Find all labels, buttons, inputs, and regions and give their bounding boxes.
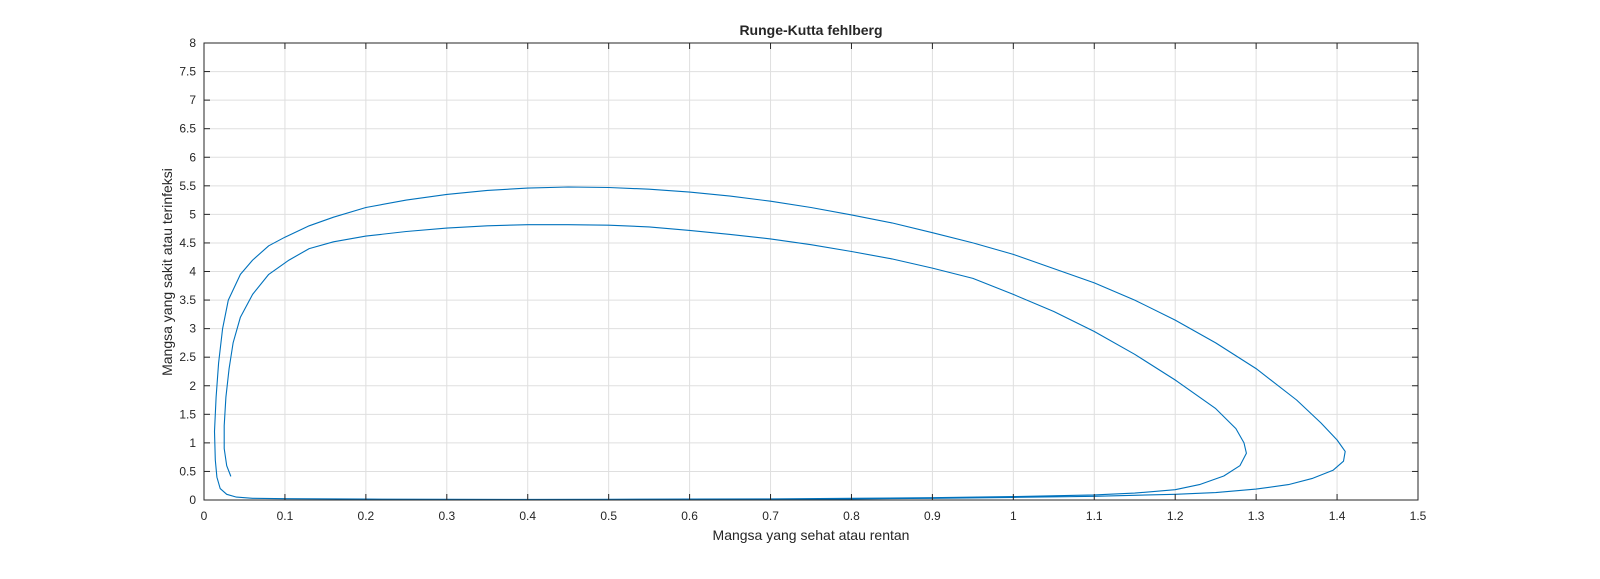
y-tick-label: 7 xyxy=(189,93,196,107)
x-tick-label: 1.5 xyxy=(1410,509,1427,523)
x-tick-label: 0.9 xyxy=(924,509,941,523)
x-tick-label: 0.1 xyxy=(277,509,294,523)
x-tick-label: 0.4 xyxy=(519,509,536,523)
x-tick-label: 0.3 xyxy=(438,509,455,523)
y-tick-label: 1.5 xyxy=(179,407,196,421)
x-tick-label: 1.2 xyxy=(1167,509,1184,523)
y-tick-label: 4.5 xyxy=(179,236,196,250)
x-tick-label: 1.4 xyxy=(1329,509,1346,523)
y-tick-label: 5 xyxy=(189,207,196,221)
chart-title: Runge-Kutta fehlberg xyxy=(739,22,882,38)
y-tick-label: 2.5 xyxy=(179,350,196,364)
x-tick-label: 1 xyxy=(1010,509,1017,523)
y-tick-label: 3 xyxy=(189,322,196,336)
x-tick-label: 0.7 xyxy=(762,509,779,523)
x-tick-label: 0.2 xyxy=(358,509,375,523)
y-tick-label: 3.5 xyxy=(179,293,196,307)
x-tick-label: 0.5 xyxy=(600,509,617,523)
axes-box xyxy=(203,42,1419,501)
x-tick-label: 0.6 xyxy=(681,509,698,523)
y-tick-label: 6.5 xyxy=(179,122,196,136)
y-tick-label: 7.5 xyxy=(179,65,196,79)
y-tick-label: 6 xyxy=(189,150,196,164)
axes-frame xyxy=(203,42,1419,501)
y-tick-label: 0 xyxy=(189,493,196,507)
x-tick-label: 0 xyxy=(201,509,208,523)
grid-lines xyxy=(204,43,1418,500)
y-tick-label: 8 xyxy=(189,36,196,50)
x-tick-label: 0.8 xyxy=(843,509,860,523)
y-axis-label: Mangsa yang sakit atau terinfeksi xyxy=(159,168,175,376)
y-tick-label: 4 xyxy=(189,265,196,279)
x-tick-labels: 0 0.1 0.2 0.3 0.4 0.5 0.6 0.7 0.8 0.9 1 1.1 1.2 1.3 1.… xyxy=(201,509,1427,523)
x-axis-label: Mangsa yang sehat atau rentan xyxy=(713,527,910,543)
series-layer xyxy=(213,186,1346,500)
series-line-1 xyxy=(213,186,1346,500)
y-tick-label: 5.5 xyxy=(179,179,196,193)
x-tick-label: 1.1 xyxy=(1086,509,1103,523)
y-tick-label: 0.5 xyxy=(179,464,196,478)
y-tick-label: 1 xyxy=(189,436,196,450)
y-tick-labels: 0 0.5 1 1.5 2 2.5 3 3.5 4 4.5 5 5.5 6 6.5 7 7.5 8 xyxy=(179,36,196,507)
y-tick-label: 2 xyxy=(189,379,196,393)
x-tick-label: 1.3 xyxy=(1248,509,1265,523)
